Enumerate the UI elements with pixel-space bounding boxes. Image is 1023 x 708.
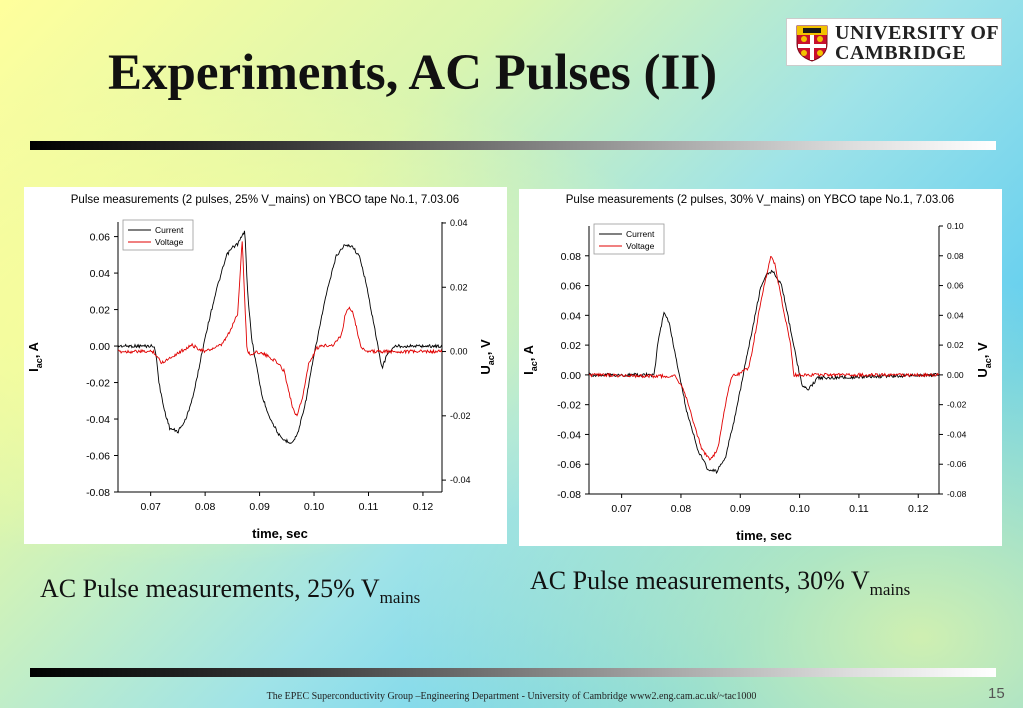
right-y-axis-label-main: U <box>478 365 493 374</box>
right-y-tick-label: -0.06 <box>947 459 967 469</box>
right-y-tick-label: -0.08 <box>947 489 967 499</box>
series-line-current <box>589 269 939 475</box>
chart-title: Pulse measurements (2 pulses, 25% V_main… <box>71 194 459 206</box>
x-tick-label: 0.08 <box>195 501 216 513</box>
legend-label-voltage: Voltage <box>626 241 655 251</box>
x-tick-label: 0.07 <box>140 501 161 513</box>
cambridge-shield-icon <box>796 25 828 62</box>
right-y-tick-label: 0.02 <box>450 282 468 292</box>
right-y-tick-label: 0.04 <box>947 310 964 320</box>
legend-label-voltage: Voltage <box>155 237 184 247</box>
caption-left: AC Pulse measurements, 25% Vmains <box>40 574 420 608</box>
slide-title: Experiments, AC Pulses (II) <box>108 45 718 101</box>
chart-panel-30-percent: Pulse measurements (2 pulses, 30% V_main… <box>519 189 1002 546</box>
caption-left-text: AC Pulse measurements, 25% V <box>40 574 380 603</box>
right-y-tick-label: 0.00 <box>450 347 468 357</box>
left-y-tick-label: -0.04 <box>86 414 110 426</box>
left-y-tick-label: 0.06 <box>561 281 582 293</box>
right-y-tick-label: 0.10 <box>947 221 964 231</box>
legend-box <box>593 223 665 255</box>
right-y-tick-label: -0.04 <box>947 429 967 439</box>
right-y-tick-label: -0.02 <box>947 400 967 410</box>
left-y-tick-label: 0.02 <box>90 305 111 317</box>
left-y-axis-label: Iac, A <box>26 342 44 372</box>
left-y-axis-label: Iac, A <box>521 345 539 375</box>
left-y-tick-label: -0.02 <box>557 400 581 412</box>
right-y-axis-label-unit: , V <box>975 342 990 358</box>
left-y-tick-label: 0.00 <box>90 341 111 353</box>
x-tick-label: 0.08 <box>671 503 692 515</box>
left-y-tick-label: -0.08 <box>557 489 581 501</box>
right-y-axis-label-sub: ac <box>486 355 496 365</box>
left-y-axis-label-unit: , A <box>521 345 536 362</box>
right-y-tick-label: 0.00 <box>947 370 964 380</box>
x-tick-label: 0.09 <box>249 501 270 513</box>
right-y-tick-label: -0.04 <box>450 475 471 485</box>
x-tick-label: 0.10 <box>304 501 325 513</box>
x-tick-label: 0.11 <box>359 501 379 513</box>
left-y-axis-label-main: I <box>26 368 41 372</box>
left-y-tick-label: 0.00 <box>561 370 582 382</box>
left-y-tick-label: -0.06 <box>557 459 581 471</box>
right-y-axis-label: Uac, V <box>478 339 496 375</box>
caption-right-text: AC Pulse measurements, 30% V <box>530 566 870 595</box>
x-tick-label: 0.10 <box>789 503 810 515</box>
legend-label-current: Current <box>626 229 655 239</box>
left-y-tick-label: -0.04 <box>557 429 581 441</box>
left-y-axis-label-unit: , A <box>26 342 41 359</box>
x-tick-label: 0.11 <box>849 503 869 515</box>
caption-left-subscript: mains <box>379 588 421 608</box>
left-y-tick-label: -0.02 <box>86 378 110 390</box>
series-line-voltage <box>118 241 442 417</box>
left-y-tick-label: -0.06 <box>86 451 110 463</box>
legend-label-current: Current <box>155 225 184 235</box>
footer-text: The EPEC Superconductivity Group –Engine… <box>266 691 757 702</box>
top-divider <box>30 141 996 150</box>
left-y-axis-label-sub: ac <box>34 358 44 368</box>
right-y-axis-label-main: U <box>975 368 990 377</box>
right-y-axis-label: Uac, V <box>975 342 993 378</box>
right-y-tick-label: 0.04 <box>450 218 468 228</box>
left-y-tick-label: 0.02 <box>561 340 582 352</box>
right-y-axis-label-sub: ac <box>983 358 993 368</box>
chart-25-percent: Pulse measurements (2 pulses, 25% V_main… <box>26 194 496 541</box>
x-tick-label: 0.09 <box>730 503 751 515</box>
series-line-voltage <box>589 255 939 461</box>
right-y-tick-label: -0.02 <box>450 411 471 421</box>
left-y-axis-label-main: I <box>521 371 536 375</box>
x-tick-label: 0.12 <box>908 503 929 515</box>
right-y-axis-label-unit: , V <box>478 339 493 355</box>
bottom-divider <box>30 668 996 677</box>
series-line-current <box>118 230 442 444</box>
chart-30-percent: Pulse measurements (2 pulses, 30% V_main… <box>521 194 993 543</box>
x-axis-label: time, sec <box>252 526 308 541</box>
chart-title: Pulse measurements (2 pulses, 30% V_main… <box>566 194 954 206</box>
x-axis-label: time, sec <box>736 528 792 543</box>
x-tick-label: 0.07 <box>611 503 632 515</box>
legend-box <box>122 219 194 251</box>
left-y-tick-label: 0.04 <box>561 310 582 322</box>
caption-right: AC Pulse measurements, 30% Vmains <box>530 566 910 600</box>
left-y-tick-label: 0.04 <box>90 268 111 280</box>
right-y-tick-label: 0.06 <box>947 281 964 291</box>
chart-legend: Current Voltage <box>593 223 665 255</box>
left-y-tick-label: -0.08 <box>86 487 110 499</box>
logo-text-line1: UNIVERSITY OF <box>835 22 1000 44</box>
left-y-tick-label: 0.08 <box>561 251 582 263</box>
chart-panel-25-percent: Pulse measurements (2 pulses, 25% V_main… <box>24 187 507 544</box>
right-y-tick-label: 0.02 <box>947 340 964 350</box>
left-y-tick-label: 0.06 <box>90 232 111 244</box>
caption-right-subscript: mains <box>869 580 911 600</box>
left-y-axis-label-sub: ac <box>529 361 539 371</box>
right-y-tick-label: 0.08 <box>947 251 964 261</box>
page-number: 15 <box>988 685 1005 702</box>
x-tick-label: 0.12 <box>413 501 434 513</box>
university-logo: UNIVERSITY OF CAMBRIDGE <box>786 18 1002 66</box>
logo-text-line2: CAMBRIDGE <box>835 42 967 64</box>
chart-legend: Current Voltage <box>122 219 194 251</box>
